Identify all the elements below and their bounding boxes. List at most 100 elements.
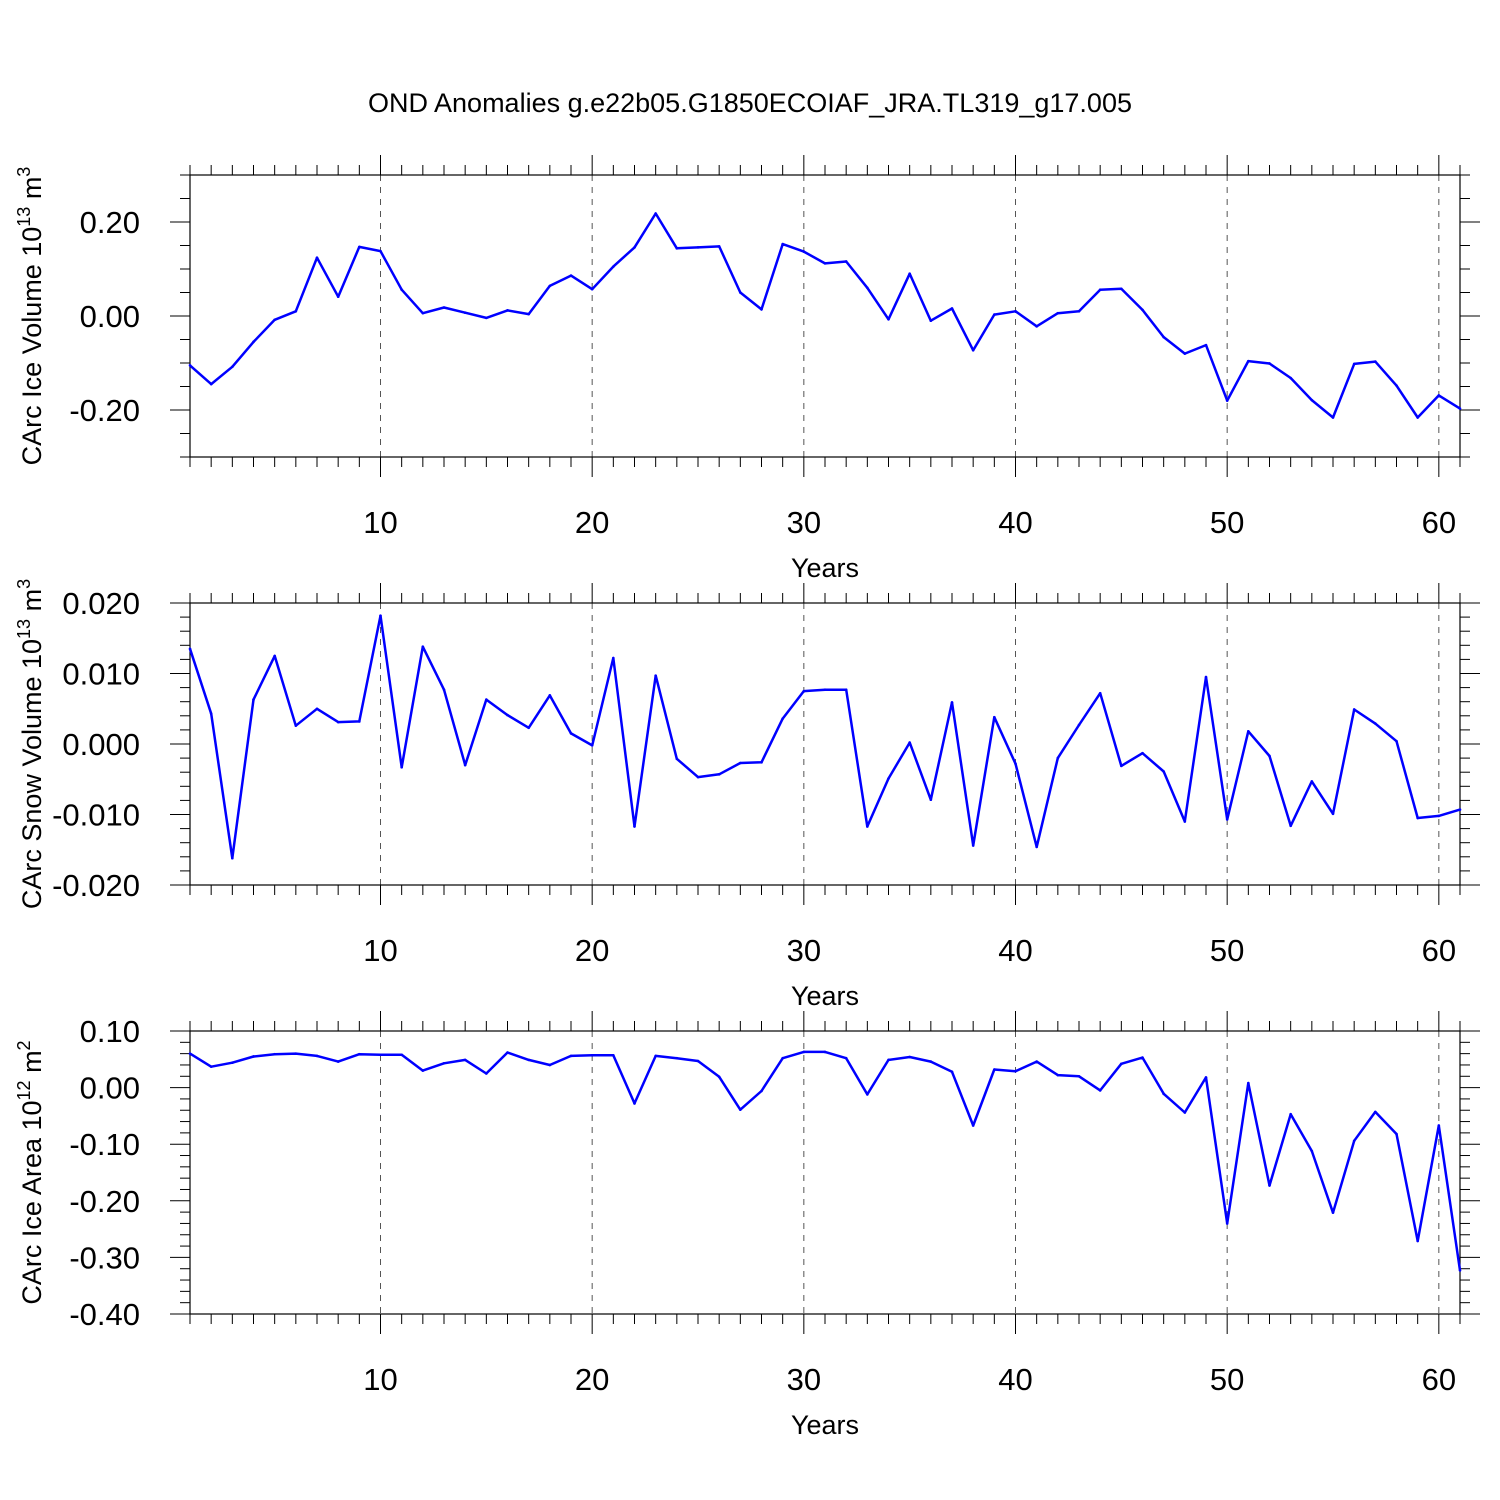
data-point <box>971 844 975 847</box>
data-point <box>844 260 848 263</box>
data-point <box>548 1063 552 1067</box>
y-tick-label: -0.20 <box>69 393 140 428</box>
data-point <box>1225 399 1229 402</box>
series-line <box>189 212 1461 419</box>
data-point <box>1416 1239 1419 1243</box>
panel-3: -0.40 -0.30 -0.20 -0.10 0.00 0.10 10 20 30 40 50 60… <box>14 1011 1480 1440</box>
data-point <box>569 732 573 735</box>
x-tick-label: 60 <box>1422 1362 1456 1397</box>
data-point <box>1352 708 1356 711</box>
y-axis-label: CArc Snow Volume 1013 m3 <box>14 579 47 909</box>
data-point <box>442 306 446 309</box>
data-point <box>1035 325 1038 328</box>
data-point <box>1162 335 1165 339</box>
data-point <box>294 310 298 313</box>
data-point <box>1331 812 1335 816</box>
data-point <box>1056 311 1060 315</box>
data-point <box>358 1052 361 1056</box>
x-tick-label: 60 <box>1422 933 1456 968</box>
data-point <box>379 1053 382 1057</box>
data-point <box>485 698 488 701</box>
data-point <box>887 317 890 321</box>
data-point <box>1120 1062 1123 1066</box>
x-tick-label: 10 <box>363 933 397 968</box>
data-point <box>1225 818 1229 821</box>
data-point <box>760 761 763 764</box>
x-tick-label: 30 <box>787 505 821 540</box>
data-point <box>654 212 657 215</box>
data-point <box>696 775 700 779</box>
data-point <box>548 694 552 697</box>
data-point <box>993 715 996 719</box>
data-point <box>654 1054 657 1058</box>
x-axis-label: Years <box>791 981 859 1011</box>
y-tick-label: -0.010 <box>52 798 140 833</box>
data-point <box>1120 764 1123 768</box>
data-point <box>485 1072 488 1075</box>
data-point <box>1225 1222 1229 1225</box>
plot-frame <box>189 174 1461 458</box>
y-tick-label: -0.40 <box>69 1297 140 1332</box>
data-point <box>908 272 911 276</box>
y-axis-label: CArc Ice Volume 1013 m3 <box>14 167 47 466</box>
data-point <box>463 311 467 315</box>
panel-2: -0.020 -0.010 0.000 0.010 0.020 10 20 30 40 50 60 Y… <box>14 579 1480 1011</box>
data-point <box>336 720 340 724</box>
x-tick-label: 60 <box>1422 505 1456 540</box>
data-point <box>421 1069 425 1072</box>
y-tick-label: 0.20 <box>80 205 140 240</box>
data-point <box>1437 394 1441 397</box>
x-tick-label: 50 <box>1210 505 1244 540</box>
data-point <box>844 688 848 692</box>
data-point <box>1035 845 1038 849</box>
data-point <box>1014 762 1017 766</box>
data-point <box>1268 362 1271 365</box>
data-point <box>231 365 234 369</box>
data-point <box>675 757 679 761</box>
data-point <box>294 1052 298 1055</box>
x-axis-label: Years <box>791 1410 859 1440</box>
y-tick-label: 0.10 <box>80 1014 140 1049</box>
data-point <box>485 316 488 320</box>
x-axis-label: Years <box>791 553 859 583</box>
data-point <box>950 307 954 310</box>
data-point <box>1352 362 1356 366</box>
data-point <box>781 1056 784 1060</box>
data-point <box>1416 816 1419 820</box>
data-point <box>463 1058 467 1062</box>
data-point <box>1310 780 1314 783</box>
data-point <box>908 1055 911 1059</box>
data-point <box>1374 360 1377 363</box>
data-point <box>887 1058 890 1062</box>
data-point <box>590 744 594 747</box>
data-point <box>739 291 742 294</box>
data-point <box>887 777 890 780</box>
data-point <box>1331 1211 1335 1214</box>
data-point <box>209 1065 213 1068</box>
data-point <box>1331 416 1335 419</box>
data-point <box>633 825 636 828</box>
data-point <box>929 1060 933 1063</box>
data-point <box>400 1053 403 1057</box>
data-point <box>1162 770 1165 773</box>
y-tick-label: 0.000 <box>62 727 140 762</box>
data-point <box>1183 820 1187 823</box>
data-point <box>421 645 425 649</box>
data-point <box>1268 754 1271 758</box>
data-point <box>252 698 255 701</box>
y-tick-label: -0.10 <box>69 1127 140 1162</box>
data-point <box>612 656 615 660</box>
data-point <box>1098 1089 1102 1092</box>
data-point <box>971 1124 975 1127</box>
data-point <box>1247 359 1250 363</box>
data-point <box>1289 376 1292 380</box>
data-point <box>760 308 763 311</box>
data-point <box>336 295 340 299</box>
data-point <box>1247 730 1250 733</box>
data-point <box>1458 808 1462 811</box>
data-point <box>1204 675 1208 679</box>
data-point <box>358 245 361 249</box>
data-point <box>1374 1110 1377 1114</box>
data-point <box>633 246 636 249</box>
data-point <box>612 1054 615 1057</box>
